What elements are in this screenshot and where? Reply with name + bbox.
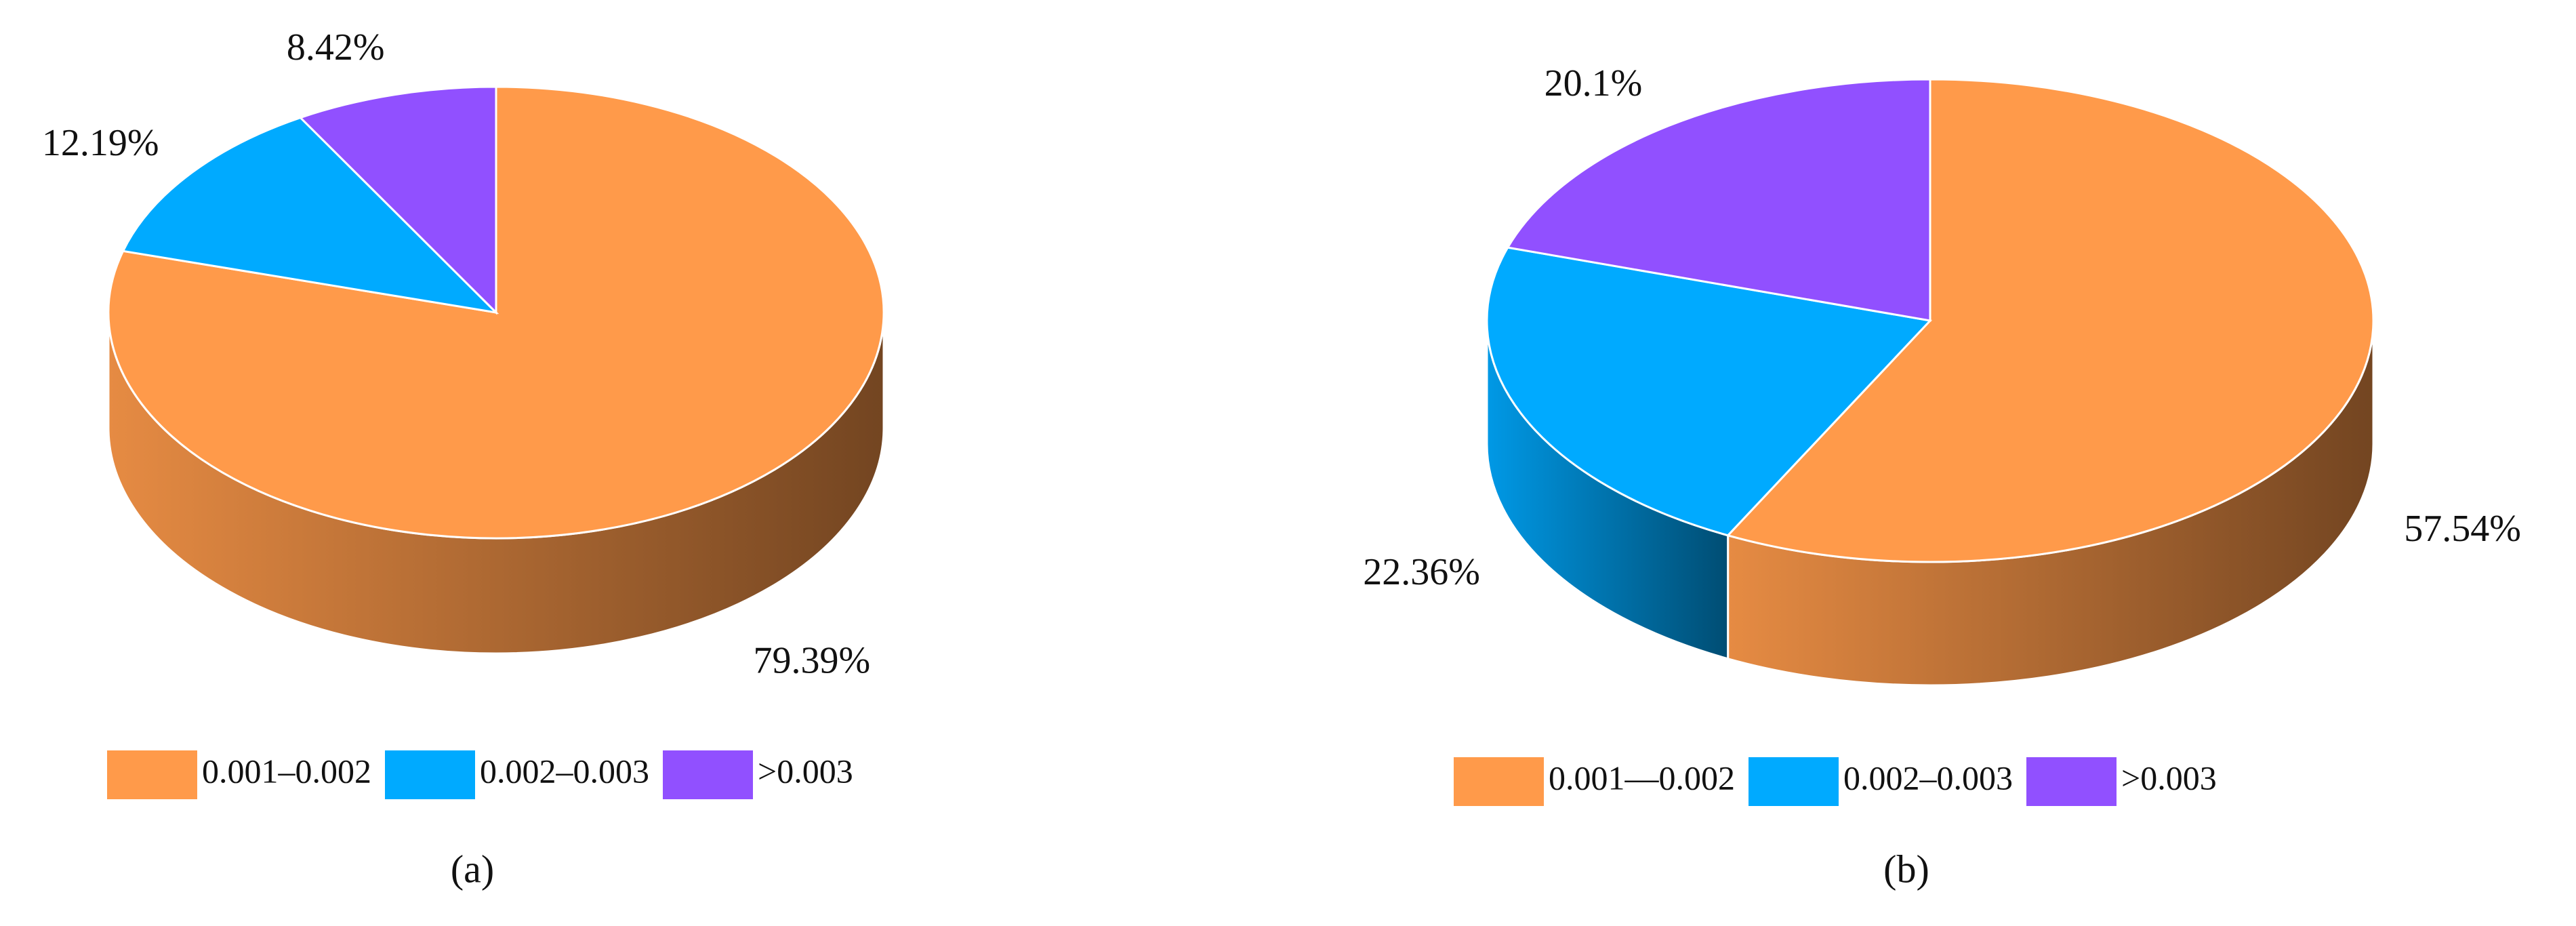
legend-label: 0.001—0.002 — [1549, 759, 1735, 797]
legend-label: 0.002–0.003 — [1843, 759, 2013, 797]
legend-swatch — [663, 750, 753, 799]
value-label: 57.54% — [2404, 508, 2521, 550]
legend-swatch — [2026, 757, 2117, 806]
legend-label: >0.003 — [2121, 759, 2217, 797]
value-label: 20.1% — [1545, 62, 1643, 104]
legend-swatch — [1454, 757, 1544, 806]
caption: (b) — [1883, 847, 1929, 891]
value-label: 79.39% — [754, 640, 871, 682]
slice — [107, 85, 885, 540]
legend-swatch — [1749, 757, 1839, 806]
value-label: 22.36% — [1363, 551, 1480, 593]
slice — [1486, 246, 1933, 537]
legend-swatch — [385, 750, 475, 799]
slice — [121, 116, 499, 315]
legend-swatch — [107, 750, 197, 799]
value-label: 12.19% — [42, 122, 159, 164]
caption: (a) — [451, 847, 494, 891]
legend-label: >0.003 — [758, 752, 853, 790]
value-label: 8.42% — [287, 26, 385, 68]
legend-label: 0.002–0.003 — [480, 752, 649, 790]
slice — [1725, 78, 2375, 563]
legend-label: 0.001–0.002 — [202, 752, 371, 790]
slice — [1506, 78, 1931, 322]
slice — [298, 85, 497, 315]
